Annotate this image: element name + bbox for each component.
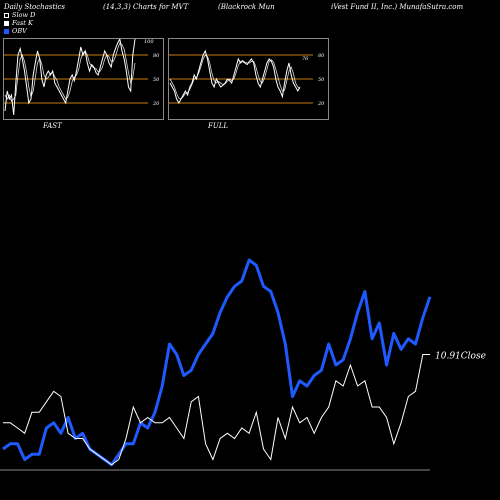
close-price-line [3, 354, 430, 466]
fast-tick-50: 50 [153, 77, 160, 83]
fast-tick-80: 80 [153, 53, 160, 59]
full-panel-label: FULL [208, 122, 229, 130]
legend-item-obv: OBV [4, 27, 35, 35]
legend-label-fast-k: Fast K [12, 19, 33, 27]
close-price-annotation: 10.91Close [435, 352, 486, 362]
fast-slow-d-line [4, 42, 136, 103]
legend-swatch-slow-d [4, 12, 9, 18]
legend-label-obv: OBV [12, 27, 27, 35]
full-current-value: 76 [302, 56, 309, 62]
full-slow-d-line [169, 54, 301, 100]
legend-swatch-fast-k [4, 20, 9, 26]
fast-stochastics-panel: 20 50 80 100 [3, 37, 164, 120]
legend-swatch-obv [4, 28, 9, 34]
fast-fast-k-line [4, 37, 136, 116]
fast-panel-label: FAST [43, 122, 62, 130]
chart-title-daily-stochastics: Daily Stochastics [4, 3, 66, 11]
legend-item-fast-k: Fast K [4, 19, 35, 27]
full-stochastics-panel: 20 50 80 76 [168, 38, 329, 120]
chart-title-company: (Blackrock Mun [218, 3, 275, 11]
full-stochastics-chart: 20 50 80 76 [169, 49, 325, 107]
fast-tick-20: 20 [152, 101, 160, 107]
obv-line [2, 258, 432, 467]
full-tick-50: 50 [318, 77, 325, 83]
fast-stochastics-chart: 20 50 80 100 [4, 37, 160, 116]
chart-title-symbol: (14,3,3) Charts for MVT [103, 3, 189, 11]
legend-item-slow-d: Slow D [4, 11, 35, 19]
full-fast-k-line [169, 49, 301, 105]
fast-top-value: 100 [144, 39, 154, 45]
full-tick-20: 20 [317, 101, 325, 107]
legend-label-slow-d: Slow D [12, 11, 36, 19]
legend: Slow D Fast K OBV [4, 11, 35, 35]
chart-title-site: iVest Fund II, Inc.) MunafaSutra.com [331, 3, 464, 11]
full-tick-80: 80 [318, 53, 325, 59]
